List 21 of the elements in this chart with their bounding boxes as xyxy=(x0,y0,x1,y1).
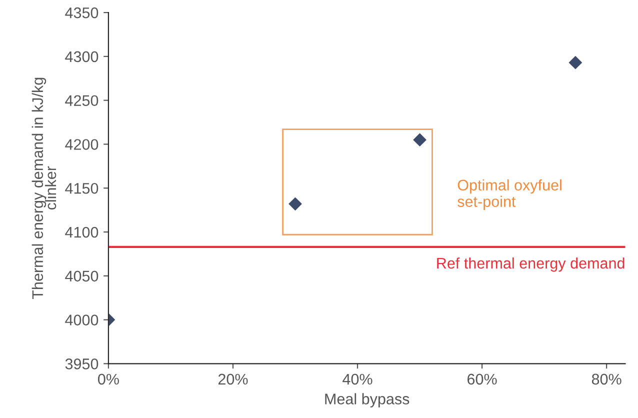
y-tick-label: 4100 xyxy=(65,226,98,238)
y-tick-label: 4000 xyxy=(65,314,98,326)
point xyxy=(413,133,426,146)
x-tick-label: 40% xyxy=(342,374,372,385)
y-tick-label: 4150 xyxy=(65,182,98,194)
x-tick-label: 20% xyxy=(218,374,248,385)
y-tick-label: 4250 xyxy=(65,95,98,106)
y-tick-label: 4300 xyxy=(65,51,98,62)
point xyxy=(568,56,582,70)
x-tick-label: 80% xyxy=(592,374,622,385)
x-axis-title: Meal bypass xyxy=(325,393,410,408)
y-tick-label: 3950 xyxy=(65,358,98,370)
y-tick-label: 4200 xyxy=(65,139,98,150)
y-tick-label: 4050 xyxy=(65,270,98,282)
point xyxy=(288,197,302,210)
y-axis-title: Thermal energy demand in kJ/kg clinker xyxy=(32,78,56,299)
annotation: Optimal oxyfuel set-point xyxy=(458,179,562,210)
x-tick-label: 0% xyxy=(98,374,119,385)
ref-line-label: Ref thermal energy demand xyxy=(437,257,624,272)
x-tick-label: 60% xyxy=(468,374,497,385)
y-tick-label: 4350 xyxy=(65,7,98,18)
